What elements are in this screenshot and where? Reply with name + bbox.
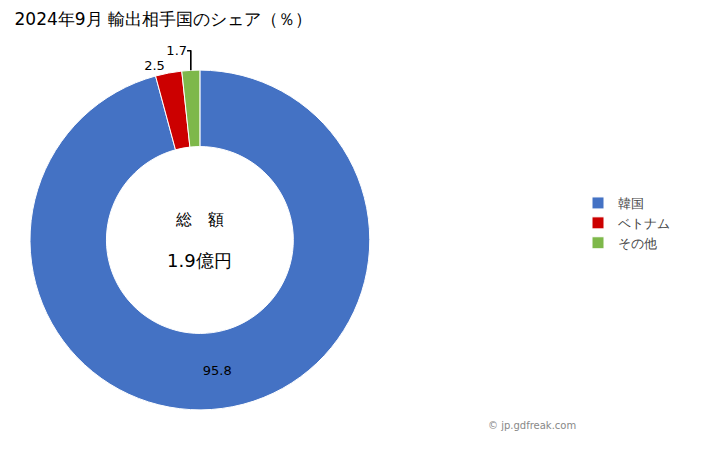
svg-text:© jp.gdfreak.com: © jp.gdfreak.com [488,420,576,431]
svg-text:95.8: 95.8 [203,363,232,378]
svg-text:韓国: 韓国 [618,196,644,211]
svg-text:その他: その他 [618,236,657,251]
svg-text:2.5: 2.5 [144,58,165,73]
svg-text:1.9億円: 1.9億円 [167,250,232,271]
svg-text:ベトナム: ベトナム [618,216,670,231]
svg-text:2024年9月 輸出相手国のシェア（％）: 2024年9月 輸出相手国のシェア（％） [15,9,312,29]
svg-text:総 額: 総 額 [175,210,224,229]
svg-text:1.7: 1.7 [166,43,187,58]
